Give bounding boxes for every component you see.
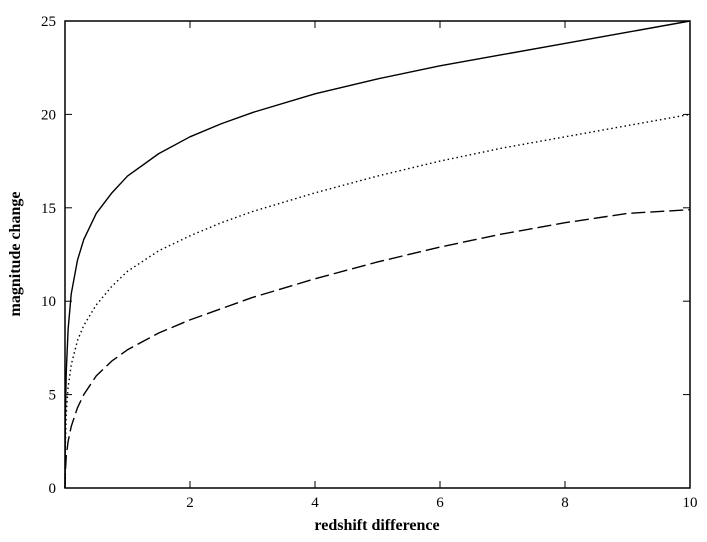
tick-labels: 2 4 6 8 10 0 5 10 15 20 25 <box>41 14 698 511</box>
x-tick-label: 4 <box>311 495 319 511</box>
x-axis-label: redshift difference <box>314 517 439 534</box>
y-tick-label: 10 <box>41 294 56 310</box>
dotted-series-line <box>64 113 691 489</box>
series-lines <box>64 20 691 489</box>
y-axis-label: magnitude change <box>7 192 24 317</box>
x-tick-label: 8 <box>561 495 569 511</box>
dashed-series-line <box>64 208 691 489</box>
y-tick-label: 0 <box>49 481 57 497</box>
x-tick-label: 2 <box>186 495 194 511</box>
x-tick-label: 10 <box>683 495 698 511</box>
tick-marks <box>65 20 691 489</box>
solid-series-line <box>64 20 691 489</box>
plot-frame <box>64 20 691 489</box>
y-tick-label: 25 <box>41 14 56 30</box>
y-tick-label: 15 <box>41 201 56 217</box>
y-tick-label: 20 <box>41 107 56 123</box>
x-tick-label: 6 <box>436 495 444 511</box>
y-tick-label: 5 <box>49 388 57 404</box>
